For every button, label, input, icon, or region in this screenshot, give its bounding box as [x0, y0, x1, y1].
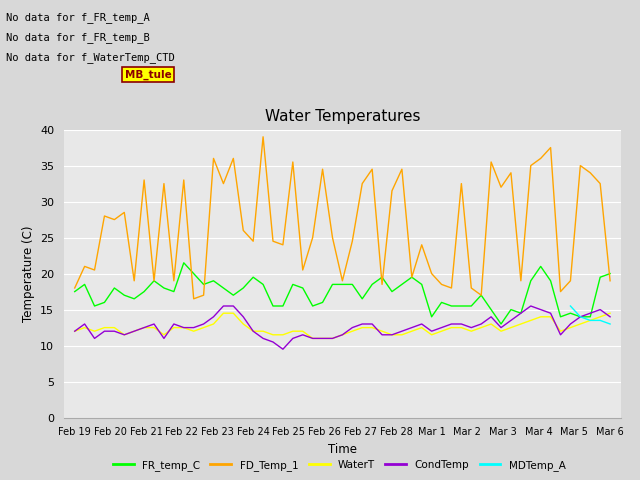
Line: FR_temp_C: FR_temp_C: [75, 263, 610, 324]
FD_Temp_1: [131, 278, 138, 284]
MDTemp_A: [586, 318, 594, 324]
CondTemp: [220, 303, 227, 309]
MDTemp_A: [577, 314, 584, 320]
WaterT: [309, 336, 317, 341]
Y-axis label: Temperature (C): Temperature (C): [22, 225, 35, 322]
WaterT: [566, 324, 574, 330]
CondTemp: [131, 328, 138, 334]
FD_Temp_1: [190, 296, 198, 302]
FD_Temp_1: [259, 134, 267, 140]
FD_Temp_1: [210, 156, 218, 161]
MDTemp_A: [596, 318, 604, 324]
FR_temp_C: [566, 310, 574, 316]
Line: CondTemp: CondTemp: [75, 306, 610, 349]
FR_temp_C: [71, 288, 79, 294]
CondTemp: [566, 321, 574, 327]
CondTemp: [596, 307, 604, 312]
FR_temp_C: [170, 288, 178, 294]
FR_temp_C: [210, 278, 218, 284]
CondTemp: [200, 321, 207, 327]
WaterT: [606, 310, 614, 316]
WaterT: [71, 328, 79, 334]
WaterT: [279, 332, 287, 338]
Text: No data for f_WaterTemp_CTD: No data for f_WaterTemp_CTD: [6, 52, 175, 63]
Title: Water Temperatures: Water Temperatures: [265, 109, 420, 124]
CondTemp: [279, 347, 287, 352]
FD_Temp_1: [596, 181, 604, 187]
FD_Temp_1: [71, 285, 79, 291]
FR_temp_C: [497, 321, 505, 327]
Text: MB_tule: MB_tule: [125, 70, 172, 80]
Line: FD_Temp_1: FD_Temp_1: [75, 137, 610, 299]
WaterT: [170, 324, 178, 330]
Line: WaterT: WaterT: [75, 313, 610, 338]
WaterT: [131, 328, 138, 334]
WaterT: [200, 324, 207, 330]
FD_Temp_1: [606, 278, 614, 284]
CondTemp: [289, 336, 297, 341]
WaterT: [220, 310, 227, 316]
FR_temp_C: [606, 271, 614, 276]
CondTemp: [71, 328, 79, 334]
MDTemp_A: [606, 321, 614, 327]
FR_temp_C: [279, 303, 287, 309]
FD_Temp_1: [289, 159, 297, 165]
FD_Temp_1: [170, 278, 178, 284]
Text: No data for f_FR_temp_B: No data for f_FR_temp_B: [6, 32, 150, 43]
CondTemp: [606, 314, 614, 320]
FR_temp_C: [131, 296, 138, 302]
Text: No data for f_FR_temp_A: No data for f_FR_temp_A: [6, 12, 150, 23]
WaterT: [596, 314, 604, 320]
MDTemp_A: [566, 303, 574, 309]
CondTemp: [170, 321, 178, 327]
Line: MDTemp_A: MDTemp_A: [570, 306, 610, 324]
FR_temp_C: [596, 274, 604, 280]
Legend: FR_temp_C, FD_Temp_1, WaterT, CondTemp, MDTemp_A: FR_temp_C, FD_Temp_1, WaterT, CondTemp, …: [109, 456, 570, 475]
FR_temp_C: [180, 260, 188, 266]
X-axis label: Time: Time: [328, 443, 357, 456]
FD_Temp_1: [566, 278, 574, 284]
